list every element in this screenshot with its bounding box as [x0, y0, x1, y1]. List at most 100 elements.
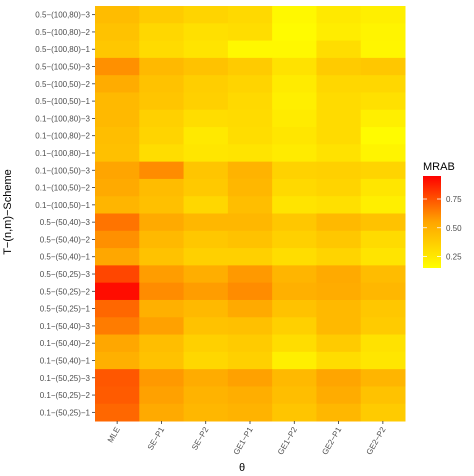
heatmap-cell — [95, 230, 140, 249]
heatmap-cell — [227, 109, 273, 128]
heatmap-cell — [139, 351, 185, 370]
heatmap-cell — [95, 299, 140, 318]
heatmap-cell — [272, 230, 317, 249]
y-tick-label: 0.5−(50,25)−3 — [40, 270, 91, 279]
heatmap-cell — [227, 75, 273, 93]
heatmap-cell — [360, 386, 406, 405]
heatmap-cell — [272, 213, 317, 232]
heatmap-cell — [316, 317, 362, 336]
heatmap-cell — [139, 334, 185, 353]
heatmap-cell — [139, 161, 185, 180]
heatmap-cell — [95, 403, 140, 422]
heatmap-cell — [183, 386, 229, 405]
heatmap-cell — [183, 403, 229, 422]
y-tick-label: 0.1−(100,80)−3 — [35, 114, 90, 123]
heatmap-cell — [272, 299, 317, 318]
heatmap-cell — [272, 6, 317, 24]
heatmap-cell — [316, 75, 362, 93]
heatmap-cell — [272, 144, 317, 163]
heatmap-cell — [183, 265, 229, 284]
heatmap-cell — [183, 144, 229, 163]
heatmap-cell — [272, 248, 317, 266]
heatmap-cell — [183, 6, 229, 24]
heatmap-cell — [227, 213, 273, 232]
heatmap-cell — [272, 334, 317, 353]
heatmap-cell — [183, 213, 229, 232]
heatmap-cell — [360, 248, 406, 266]
heatmap-cell — [139, 213, 185, 232]
heatmap-cell — [227, 127, 273, 145]
heatmap-cell — [360, 23, 406, 42]
heatmap-cell — [95, 196, 140, 214]
heatmap-cell — [139, 282, 185, 301]
heatmap-cell — [272, 75, 317, 93]
heatmap-cell — [316, 369, 362, 387]
heatmap-cell — [272, 109, 317, 128]
heatmap-cell — [227, 282, 273, 301]
heatmap-cell — [360, 334, 406, 353]
heatmap-cell — [360, 282, 406, 301]
heatmap-cell — [183, 334, 229, 353]
heatmap-cell — [183, 282, 229, 301]
heatmap-cell — [316, 23, 362, 42]
heatmap-cell — [95, 317, 140, 336]
heatmap-cell — [272, 161, 317, 180]
heatmap-cell — [227, 386, 273, 405]
heatmap-cell — [360, 178, 406, 197]
legend-colorbar — [423, 176, 441, 268]
heatmap-cell — [95, 248, 140, 266]
heatmap-cell — [95, 282, 140, 301]
heatmap-cell — [139, 75, 185, 93]
heatmap-cell — [227, 23, 273, 42]
heatmap-cell — [316, 299, 362, 318]
heatmap-cell — [227, 178, 273, 197]
heatmap-cell — [227, 369, 273, 387]
heatmap-cell — [227, 196, 273, 214]
heatmap-cell — [227, 299, 273, 318]
y-tick-label: 0.5−(50,40)−2 — [40, 235, 91, 244]
heatmap-cell — [227, 92, 273, 111]
heatmap-cell — [272, 386, 317, 405]
heatmap-cell — [360, 57, 406, 76]
heatmap-cell — [360, 127, 406, 145]
heatmap-cell — [95, 92, 140, 111]
heatmap-cell — [272, 57, 317, 76]
y-tick-label: 0.5−(50,40)−3 — [40, 218, 91, 227]
heatmap-cell — [227, 403, 273, 422]
heatmap-cell — [95, 23, 140, 42]
heatmap-cell — [316, 178, 362, 197]
heatmap-cell — [316, 213, 362, 232]
heatmap-cell — [316, 92, 362, 111]
heatmap-cell — [272, 23, 317, 42]
heatmap-cell — [95, 334, 140, 353]
heatmap-cell — [183, 92, 229, 111]
heatmap-cell — [316, 265, 362, 284]
heatmap-cell — [139, 40, 185, 59]
y-tick-label: 0.1−(50,25)−2 — [40, 391, 91, 400]
heatmap-cell — [139, 403, 185, 422]
y-tick-label: 0.5−(100,50)−2 — [35, 80, 90, 89]
y-tick-label: 0.5−(100,80)−2 — [35, 28, 90, 37]
heatmap-cell — [272, 92, 317, 111]
legend-tick-label: 0.75 — [446, 195, 462, 204]
y-tick-label: 0.1−(50,40)−2 — [40, 339, 91, 348]
heatmap-cell — [95, 265, 140, 284]
heatmap-cell — [360, 403, 406, 422]
legend-ticks: 0.25 0.50 0.75 — [423, 195, 462, 262]
heatmap-cell — [272, 265, 317, 284]
heatmap-cell — [227, 334, 273, 353]
heatmap-cell — [316, 109, 362, 128]
heatmap-cell — [183, 299, 229, 318]
heatmap-cell — [183, 369, 229, 387]
y-tick-label: 0.1−(100,50)−2 — [35, 184, 90, 193]
heatmap-cell — [316, 40, 362, 59]
x-axis-title: θ — [239, 462, 245, 474]
heatmap-cell — [183, 178, 229, 197]
heatmap-cell — [316, 282, 362, 301]
y-axis-ticks: 0.5−(100,80)−3 0.5−(100,80)−2 0.5−(100,80)… — [35, 11, 95, 417]
heatmap-cell — [316, 403, 362, 422]
heatmap-cell — [227, 40, 273, 59]
heatmap-cells — [95, 6, 406, 422]
heatmap-cell — [139, 178, 185, 197]
heatmap-cell — [183, 196, 229, 214]
